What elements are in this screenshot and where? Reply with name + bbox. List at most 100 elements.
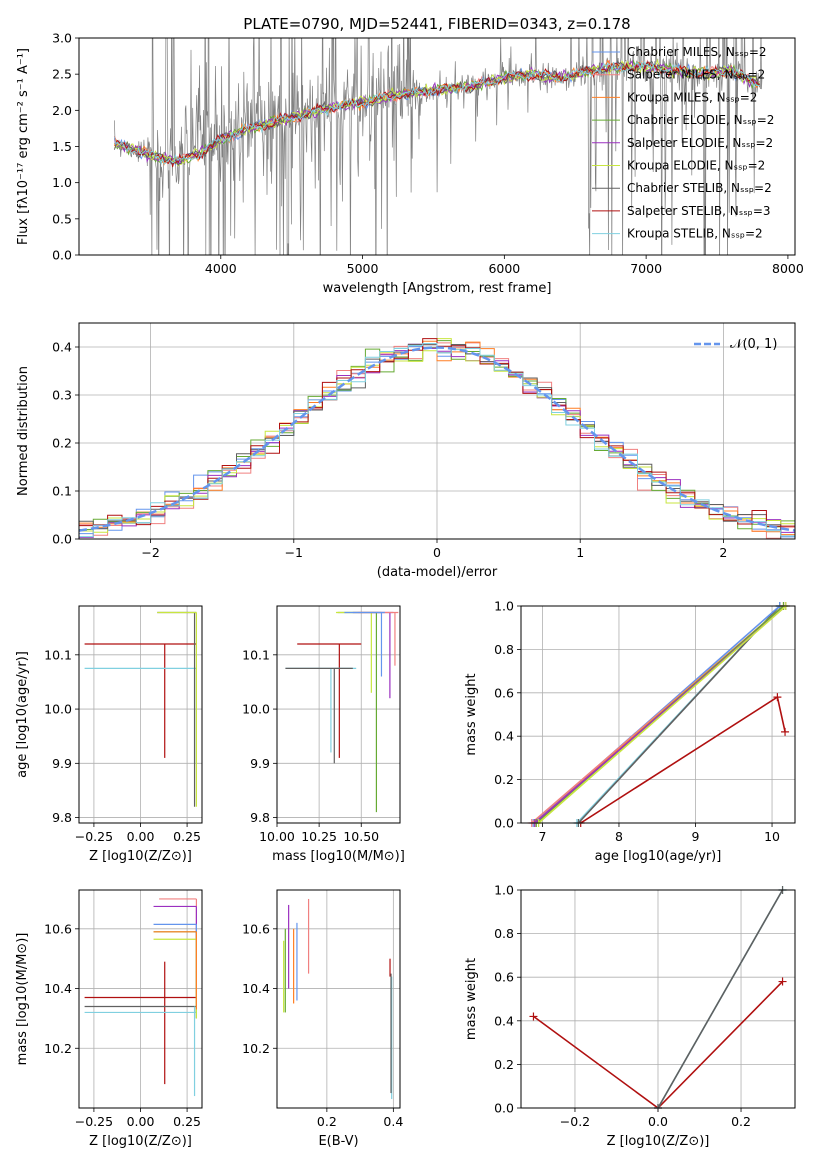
x-tick-label: −0.25 xyxy=(75,1114,113,1129)
x-tick-label: 10 xyxy=(764,829,780,844)
mass-weight-marker xyxy=(529,1012,538,1021)
axes-frame xyxy=(78,37,796,256)
x-axis-label: Z [log10(Z/Z⊙)] xyxy=(607,1134,710,1149)
x-tick-label: −2 xyxy=(141,545,159,560)
axes-frame xyxy=(520,605,796,824)
x-tick-label: −0.25 xyxy=(75,829,113,844)
x-tick-label: 8 xyxy=(615,829,623,844)
x-tick-label: 0.4 xyxy=(383,1114,403,1129)
mass-vs-reddening-panel: 0.2 0.4 10.2 10.4 10.6 E(B-V) xyxy=(242,889,403,1149)
y-tick-label: 1.5 xyxy=(52,139,72,154)
legend-entry: Salpeter ELODIE, Nₛₛₚ=2 xyxy=(627,136,773,150)
x-axis-label: age [log10(age/yr)] xyxy=(595,849,722,864)
x-axis-label: Z [log10(Z/Z⊙)] xyxy=(89,1134,192,1149)
x-tick-label: 10.00 xyxy=(259,829,295,844)
x-tick-label: −1 xyxy=(285,545,303,560)
mass-weight-marker xyxy=(778,977,787,986)
y-tick-label: 2.0 xyxy=(52,103,72,118)
axes-frame xyxy=(78,322,796,540)
mass-weight-vs-age-panel: 7 8 9 10 0.0 0.2 0.4 0.6 0.8 1.0 age [log10(age/yr… xyxy=(464,599,796,864)
x-axis-label: E(B-V) xyxy=(318,1134,358,1149)
legend-entry: Salpeter MILES, Nₛₛₚ=2 xyxy=(627,68,765,82)
y-tick-label: 0.0 xyxy=(52,248,72,263)
mass-weight-line xyxy=(577,606,781,823)
legend-entry: 𝒩(0, 1) xyxy=(730,337,777,352)
y-tick-label: 0.2 xyxy=(52,436,72,451)
y-axis-label: mass weight xyxy=(464,958,479,1040)
x-tick-label: 10.25 xyxy=(301,829,337,844)
legend-entry: Chabrier ELODIE, Nₛₛₚ=2 xyxy=(627,113,774,127)
y-tick-label: 1.0 xyxy=(52,175,72,190)
x-axis-label: Z [log10(Z/Z⊙)] xyxy=(89,849,192,864)
legend-entry: Chabrier STELIB, Nₛₛₚ=2 xyxy=(627,181,772,195)
y-axis-label: mass weight xyxy=(464,673,479,755)
x-tick-label: 4000 xyxy=(205,261,237,276)
x-axis-label: (data-model)/error xyxy=(377,565,498,580)
mass-vs-metallicity-panel: −0.25 0.00 0.25 10.2 10.4 10.6 Z [log10(Z/Z⊙)]… xyxy=(15,889,203,1149)
x-tick-label: 7 xyxy=(538,829,546,844)
x-tick-label: 0.25 xyxy=(173,829,201,844)
y-tick-label: 10.1 xyxy=(44,647,72,662)
x-tick-label: 0.2 xyxy=(731,1114,751,1129)
y-tick-label: 9.9 xyxy=(250,756,270,771)
y-tick-label: 10.1 xyxy=(242,647,270,662)
figure-title: PLATE=0790, MJD=52441, FIBERID=0343, z=0… xyxy=(243,15,630,33)
y-tick-label: 0.4 xyxy=(494,729,514,744)
x-tick-label: 1 xyxy=(576,545,584,560)
y-tick-label: 0.3 xyxy=(52,388,72,403)
legend-entry: Chabrier MILES, Nₛₛₚ=2 xyxy=(627,45,767,59)
model-spectrum-line xyxy=(113,60,760,165)
y-tick-label: 0.0 xyxy=(52,532,72,547)
x-axis-label: wavelength [Angstrom, rest frame] xyxy=(323,281,552,296)
y-tick-label: 0.8 xyxy=(494,642,514,657)
age-vs-metallicity-panel: −0.25 0.00 0.25 9.8 9.9 10.0 10.1 Z [log10(Z/Z⊙… xyxy=(15,605,203,864)
y-tick-label: 0.2 xyxy=(494,1057,514,1072)
x-tick-label: 0 xyxy=(433,545,441,560)
y-tick-label: 0.5 xyxy=(52,211,72,226)
y-tick-label: 10.6 xyxy=(242,921,270,936)
y-tick-label: 9.8 xyxy=(52,810,72,825)
y-tick-label: 1.0 xyxy=(494,599,514,614)
y-tick-label: 10.4 xyxy=(242,981,270,996)
x-tick-label: 0.0 xyxy=(648,1114,668,1129)
y-axis-label: mass [log10(M/M⊙)] xyxy=(15,933,30,1066)
y-tick-label: 0.6 xyxy=(494,685,514,700)
mass-weight-vs-metallicity-panel: −0.2 0.0 0.2 0.0 0.2 0.4 0.6 0.8 1.0 Z [log10(Z/Z… xyxy=(464,883,796,1149)
y-tick-label: 3.0 xyxy=(52,31,72,46)
x-tick-label: 10.50 xyxy=(343,829,379,844)
y-tick-label: 0.2 xyxy=(494,772,514,787)
x-tick-label: 5000 xyxy=(347,261,379,276)
y-axis-label: age [log10(age/yr)] xyxy=(15,651,30,778)
mass-weight-marker xyxy=(781,727,790,736)
x-tick-label: −0.2 xyxy=(560,1114,590,1129)
axes-frame xyxy=(78,605,203,824)
y-tick-label: 9.8 xyxy=(250,810,270,825)
y-tick-label: 10.0 xyxy=(44,702,72,717)
y-axis-label: Flux [fλ10⁻¹⁷ erg cm⁻² s⁻¹ A⁻¹] xyxy=(16,48,31,245)
y-tick-label: 10.4 xyxy=(44,981,72,996)
x-tick-label: 0.00 xyxy=(127,829,155,844)
y-tick-label: 0.0 xyxy=(494,816,514,831)
y-tick-label: 0.6 xyxy=(494,970,514,985)
y-tick-label: 0.0 xyxy=(494,1101,514,1116)
mass-weight-line xyxy=(538,606,787,823)
x-tick-label: 0.00 xyxy=(127,1114,155,1129)
y-tick-label: 10.2 xyxy=(44,1041,72,1056)
legend-entry: Kroupa MILES, Nₛₛₚ=2 xyxy=(627,90,757,104)
legend-entry: Kroupa ELODIE, Nₛₛₚ=2 xyxy=(627,159,765,173)
y-tick-label: 0.4 xyxy=(52,340,72,355)
x-tick-label: 7000 xyxy=(630,261,662,276)
axes-frame xyxy=(78,889,203,1109)
x-tick-label: 8000 xyxy=(772,261,804,276)
age-vs-mass-panel: 10.00 10.25 10.50 9.8 9.9 10.0 10.1 mass [log10… xyxy=(242,605,405,864)
y-tick-label: 0.1 xyxy=(52,484,72,499)
axes-frame xyxy=(520,889,796,1109)
spectrum-panel: 4000 5000 6000 7000 8000 0.0 0.5 1.0 1.5 2.0 2.5 3.… xyxy=(16,31,804,297)
y-axis-label: Normed distribution xyxy=(16,366,31,496)
axes-frame xyxy=(276,605,401,824)
mass-weight-marker xyxy=(773,693,782,702)
normal-distribution-curve xyxy=(79,346,795,532)
y-tick-label: 2.5 xyxy=(52,67,72,82)
model-spectrum-line xyxy=(113,61,760,168)
